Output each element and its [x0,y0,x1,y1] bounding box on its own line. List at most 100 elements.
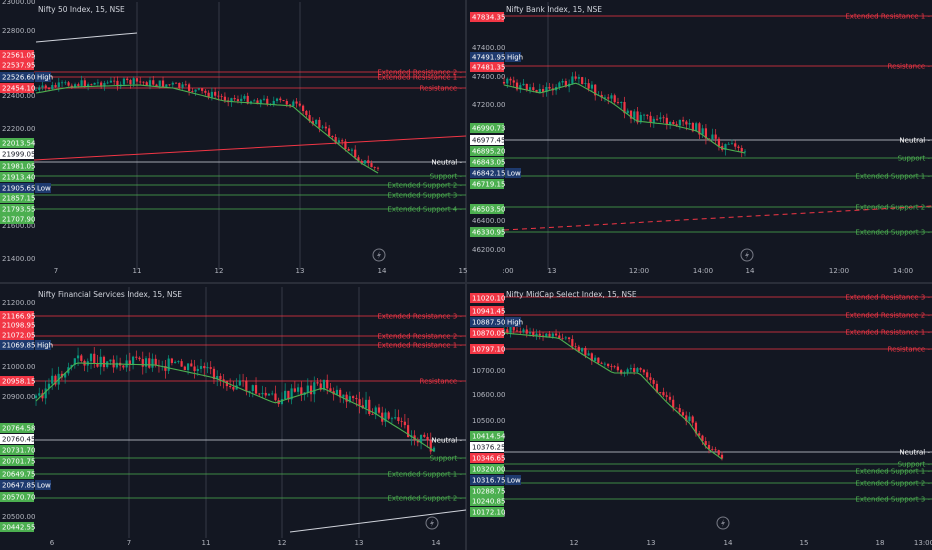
panel-niftybank[interactable]: 47400.00 47400.00 47200.00 46400.00 46200.00… [470,2,932,275]
candle-body [178,82,181,88]
price-tag [470,475,504,485]
candle-body [151,358,154,368]
panel-title: Nifty MidCap Select Index, 15, NSE [506,290,637,299]
level-label: Extended Support 1 - [855,468,930,476]
candle-body [376,167,380,169]
candle-body [161,80,165,87]
candle-body [341,140,344,142]
level-label: Resistance - [888,346,931,354]
candle-body [258,393,261,395]
candle-body [594,357,597,361]
candle-body [629,110,633,119]
candle-body [204,90,207,93]
candle-body [629,368,632,370]
candle-body [720,454,724,459]
candle-body [509,78,512,81]
price-axis-label: 20900.00 [2,393,35,401]
high-low-badge-text: High [507,54,523,62]
trend-line [33,135,467,161]
candle-body [80,80,83,86]
trend-line [289,509,467,533]
candle-body [90,84,93,86]
candle-body [279,98,282,101]
time-axis-label: 14 [746,267,755,275]
candle-body [727,143,730,145]
candle-body [607,363,610,367]
candle-body [519,331,522,333]
time-axis-label: 6 [50,539,55,547]
candle-body [373,167,376,168]
candle-body [413,435,416,440]
price-tag [470,135,504,145]
candle-body [158,80,161,87]
price-tag-text: 10870.05 [472,330,505,338]
candle-body [126,78,129,81]
price-tag [0,83,34,93]
time-axis-label: 14:00 [693,267,713,275]
price-tag-text: 47481.35 [472,64,505,72]
candle-body [371,413,374,415]
candle-body [170,358,174,363]
candle-body [262,98,266,100]
candle-body [222,379,225,381]
candle-body [236,99,240,102]
price-tag [470,431,504,441]
price-tag [0,492,34,502]
time-axis-label: 14 [378,267,387,275]
candle-body [57,82,60,88]
price-tag [470,62,504,72]
time-axis-label: 15 [800,539,809,547]
candle-body [245,380,248,392]
panel-nifty50[interactable]: 23000.0022800.0022600.0022400.0022200.00… [0,0,467,275]
candle-body [655,118,659,120]
candle-body [662,117,665,119]
candle-body [639,368,642,370]
candle-body [155,84,158,87]
price-axis-label: 21000.00 [2,363,35,371]
candle-body [174,361,177,363]
level-label: Extended Resistance 1 - [845,329,930,337]
candle-body [509,326,512,333]
level-label: Extended Support 2 - [387,182,462,190]
candle-body [298,103,301,106]
time-axis-label: 13 [647,539,656,547]
candle-body [698,123,701,135]
candle-body [300,387,303,395]
candle-body [144,358,148,367]
candle-body [724,144,727,150]
panel-niftyfin[interactable]: 21200.00 21000.00 20900.00 20500.00 6 7 11 12 13… [0,287,467,547]
level-label: Extended Support 2 - [855,480,930,488]
candle-body [319,383,322,390]
candle-body [44,388,47,399]
candle-body [282,100,285,101]
price-tag-text: 22526.60 [2,74,35,82]
price-tag-text: 20442.55 [2,524,35,532]
candle-body [558,82,561,87]
candle-body [603,363,606,365]
time-axis-label: 14 [724,539,733,547]
price-tag-text: 21707.90 [2,216,35,224]
price-tag-text: 46719.15 [472,181,505,189]
panel-midcap[interactable]: 10700.0010600.0010500.0010100.0012131415… [470,293,932,547]
level-label: Extended Resistance 1 - [845,13,930,21]
time-axis-label: 13 [355,539,364,547]
candle-body [67,82,70,86]
price-tag-text: 46843.05 [472,159,505,167]
candle-body [701,128,704,135]
lightning-icon-glyph [377,251,381,259]
candle-body [329,388,332,392]
lightning-icon [425,516,439,530]
time-axis-label: 12:00 [829,267,849,275]
price-tag [0,193,34,203]
lightning-icon-glyph [745,251,749,259]
price-tag [0,330,34,340]
candle-body [704,441,707,445]
candle-body [194,89,197,92]
candle-body [345,394,348,402]
candle-body [642,114,646,116]
candle-body [535,90,538,93]
candle-body [264,392,267,396]
candle-body [711,134,714,140]
lightning-icon-glyph [430,519,434,527]
price-tag-text: 46842.15 [472,170,505,178]
